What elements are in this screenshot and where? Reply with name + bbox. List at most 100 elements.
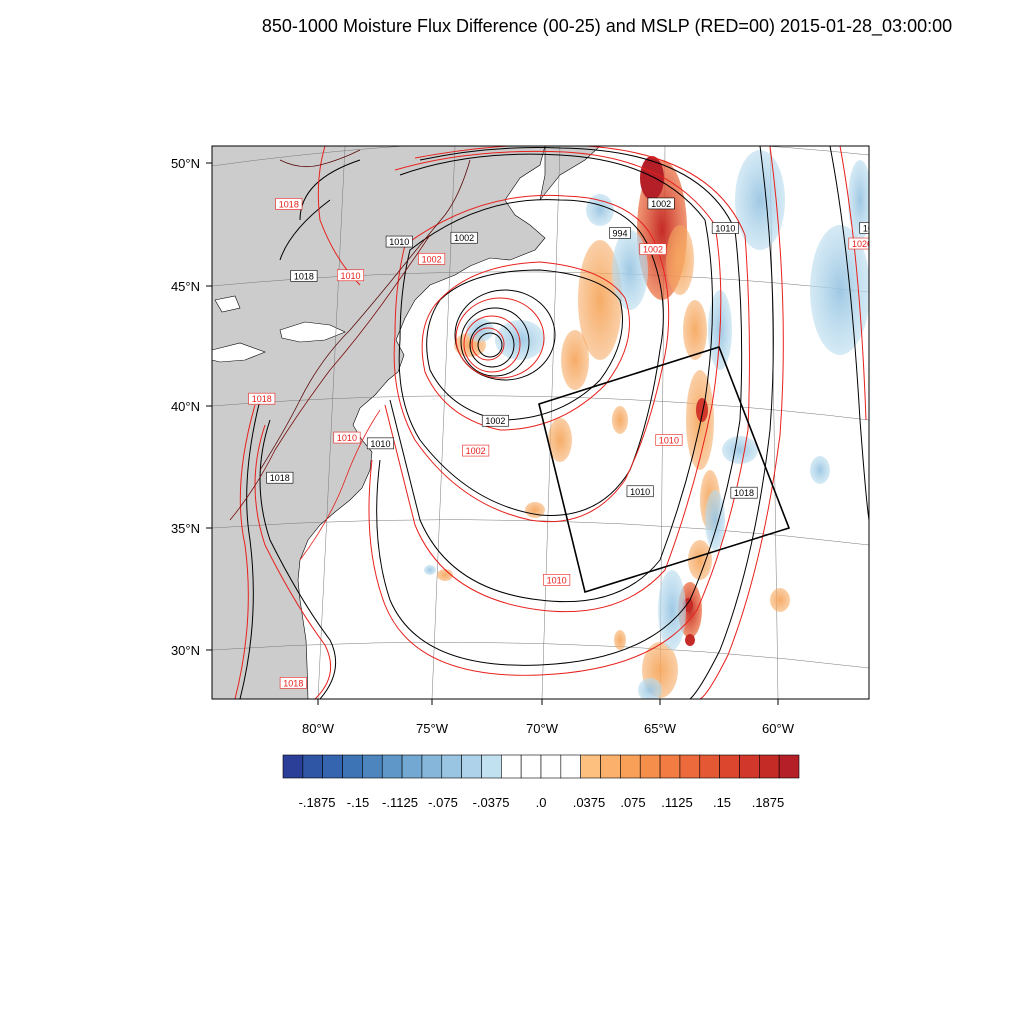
svg-text:1018: 1018	[279, 199, 299, 209]
map-area: 1010 1002 1018 994 1002 1010 1026 1002 1010 1018 1…	[212, 146, 883, 699]
lon-tick-label: 65°W	[644, 721, 677, 736]
colorbar-swatch	[401, 754, 423, 779]
isobar-label: 1010	[655, 434, 683, 446]
colorbar-labels: -.1875 -.15 -.1125 -.075 -.0375 .0 .0375 .075 .1…	[299, 795, 785, 810]
svg-text:1010: 1010	[389, 237, 409, 247]
colorbar-label: -.1875	[299, 795, 336, 810]
land-nova-scotia	[539, 146, 601, 201]
colorbar-label: .0375	[573, 795, 606, 810]
colorbar-label: .075	[620, 795, 645, 810]
isobars-red	[234, 146, 867, 699]
colorbar-label: -.1125	[382, 795, 418, 810]
isobar-label: 1026	[859, 222, 883, 234]
lat-tick-label: 50°N	[171, 156, 200, 171]
colorbar-swatch	[659, 754, 681, 779]
svg-text:1010: 1010	[547, 575, 567, 585]
lake-ontario	[279, 321, 346, 343]
colorbar-swatch	[461, 754, 482, 779]
isobar-label: 994	[609, 227, 631, 239]
colorbar-swatch	[679, 754, 701, 779]
svg-text:1002: 1002	[651, 199, 671, 209]
colorbar-swatch	[719, 754, 740, 779]
lon-tick-label: 70°W	[526, 721, 559, 736]
isobar-label: 1010	[366, 437, 394, 450]
svg-text:1002: 1002	[643, 245, 663, 255]
colorbar-swatch	[600, 754, 621, 779]
isobar-label: 1002	[481, 414, 509, 427]
colorbar-label: .15	[713, 795, 731, 810]
lake-small	[214, 295, 241, 313]
svg-text:1002: 1002	[454, 233, 474, 243]
colorbar-swatch	[501, 754, 522, 779]
colorbar-swatch	[699, 754, 720, 779]
latitude-ticks: 50°N 45°N 40°N 35°N 30°N	[171, 156, 212, 658]
colorbar-swatch	[540, 754, 562, 779]
svg-text:1002: 1002	[485, 416, 505, 426]
isobar-label: 1026	[848, 237, 872, 250]
isobar-label: 1002	[647, 197, 675, 210]
colorbar-swatch	[620, 754, 641, 779]
colorbar-swatch	[778, 754, 800, 779]
svg-text:1018: 1018	[270, 473, 290, 483]
svg-text:1018: 1018	[252, 394, 272, 404]
colorbar-label: -.15	[347, 795, 369, 810]
lat-tick-label: 30°N	[171, 643, 200, 658]
land-contours	[229, 149, 471, 561]
isobar-label: 1018	[290, 270, 318, 282]
svg-text:1002: 1002	[422, 254, 442, 264]
colorbar-swatch	[580, 754, 601, 779]
lon-tick-label: 60°W	[762, 721, 795, 736]
colorbar-swatch	[560, 754, 581, 779]
isobar-label: 1002	[450, 231, 478, 244]
isobar-label: 1018	[279, 677, 307, 689]
svg-text:1026: 1026	[863, 223, 883, 233]
isobar-label: 1018	[730, 486, 758, 499]
isobar-label: 1010	[626, 485, 654, 498]
colorbar-swatch	[421, 754, 443, 779]
colorbar-swatch	[381, 754, 403, 779]
svg-text:1010: 1010	[659, 435, 679, 445]
colorbar-swatch	[362, 754, 383, 779]
nested-domain-box	[538, 346, 791, 594]
lat-tick-label: 45°N	[171, 279, 200, 294]
isobar-label: 1018	[275, 198, 303, 210]
isobar-label: 1002	[639, 243, 667, 255]
map-frame	[211, 145, 870, 700]
svg-text:1010: 1010	[370, 439, 390, 449]
svg-text:1018: 1018	[734, 488, 754, 498]
colorbar-label: .0	[536, 795, 547, 810]
svg-text:1010: 1010	[715, 223, 735, 233]
isobar-label: 1010	[543, 574, 571, 586]
lat-tick-label: 35°N	[171, 521, 200, 536]
colorbar	[282, 754, 800, 779]
colorbar-swatch	[739, 754, 760, 779]
isobar-label: 1010	[337, 269, 365, 282]
svg-text:1010: 1010	[630, 487, 650, 497]
colorbar-label: .1125	[661, 795, 693, 810]
svg-text:1026: 1026	[852, 239, 872, 249]
figure-title: 850-1000 Moisture Flux Difference (00-25…	[262, 16, 952, 37]
isobar-label: 1010	[711, 222, 739, 234]
colorbar-swatch	[520, 754, 542, 779]
svg-text:1010: 1010	[337, 433, 357, 443]
colorbar-label: .1875	[752, 795, 785, 810]
isobar-label: 1002	[418, 252, 446, 265]
isobar-labels: 1010 1002 1018 994 1002 1010 1026 1002 1010 1018 1…	[248, 197, 883, 689]
colorbar-label: -.0375	[473, 795, 510, 810]
longitude-ticks: 80°W 75°W 70°W 65°W 60°W	[302, 699, 795, 736]
colorbar-swatch	[282, 754, 304, 779]
colorbar-swatch	[639, 754, 661, 779]
svg-text:1002: 1002	[466, 446, 486, 456]
colorbar-swatch	[342, 754, 363, 779]
colorbar-swatch	[302, 754, 323, 779]
colorbar-swatch	[481, 754, 502, 779]
svg-text:994: 994	[613, 228, 628, 238]
colorbar-swatch	[322, 754, 343, 779]
lake-erie	[212, 342, 266, 363]
lat-tick-label: 40°N	[171, 399, 200, 414]
isobar-label: 1002	[462, 444, 490, 457]
colorbar-swatch	[441, 754, 462, 779]
land-mass	[212, 146, 546, 699]
colorbar-swatch	[759, 754, 780, 779]
